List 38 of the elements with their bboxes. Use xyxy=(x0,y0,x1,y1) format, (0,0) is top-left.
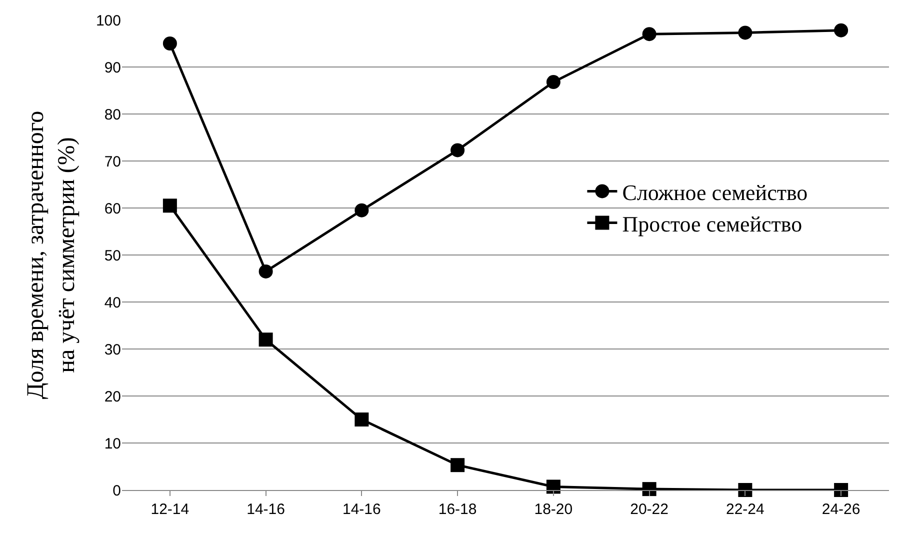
y-tick-label: 70 xyxy=(104,153,121,170)
point xyxy=(834,23,848,38)
y-tick-label: 30 xyxy=(104,341,121,358)
point xyxy=(546,75,560,90)
y-tick-label: 100 xyxy=(96,12,121,30)
y-tick-label: 0 xyxy=(112,482,121,500)
point xyxy=(258,332,273,347)
point xyxy=(642,27,656,42)
point xyxy=(450,143,465,158)
x-tick-label: 24-26 xyxy=(822,501,860,518)
y-tick-label: 80 xyxy=(104,106,121,124)
legend-label: Сложное семейство xyxy=(622,180,808,205)
point xyxy=(738,483,752,497)
point xyxy=(642,482,656,496)
point xyxy=(834,483,848,497)
legend-label: Простое семейство xyxy=(622,211,802,236)
y-axis-title: Доля времени, затраченного на учёт симметрии (%) xyxy=(22,110,80,400)
x-tick-label: 12-14 xyxy=(150,501,190,518)
point xyxy=(738,26,752,40)
point xyxy=(258,264,273,278)
y-tick-label: 60 xyxy=(104,200,121,218)
x-tick-label: 22-24 xyxy=(726,501,764,518)
point xyxy=(162,198,177,213)
point xyxy=(450,458,465,472)
x-tick-label: 20-22 xyxy=(630,501,668,518)
point xyxy=(354,203,369,218)
x-tick-label: 14-16 xyxy=(246,501,285,518)
x-tick-label: 16-18 xyxy=(438,501,477,518)
y-tick-label: 10 xyxy=(104,435,121,452)
x-tick-label: 18-20 xyxy=(534,501,573,518)
point xyxy=(546,480,560,494)
point xyxy=(354,412,369,426)
y-tick-label: 40 xyxy=(104,294,121,312)
y-tick-label: 50 xyxy=(104,247,121,264)
point xyxy=(162,36,177,50)
y-tick-label: 20 xyxy=(104,388,121,406)
x-tick-label: 14-16 xyxy=(342,501,381,518)
y-tick-label: 90 xyxy=(104,59,121,76)
